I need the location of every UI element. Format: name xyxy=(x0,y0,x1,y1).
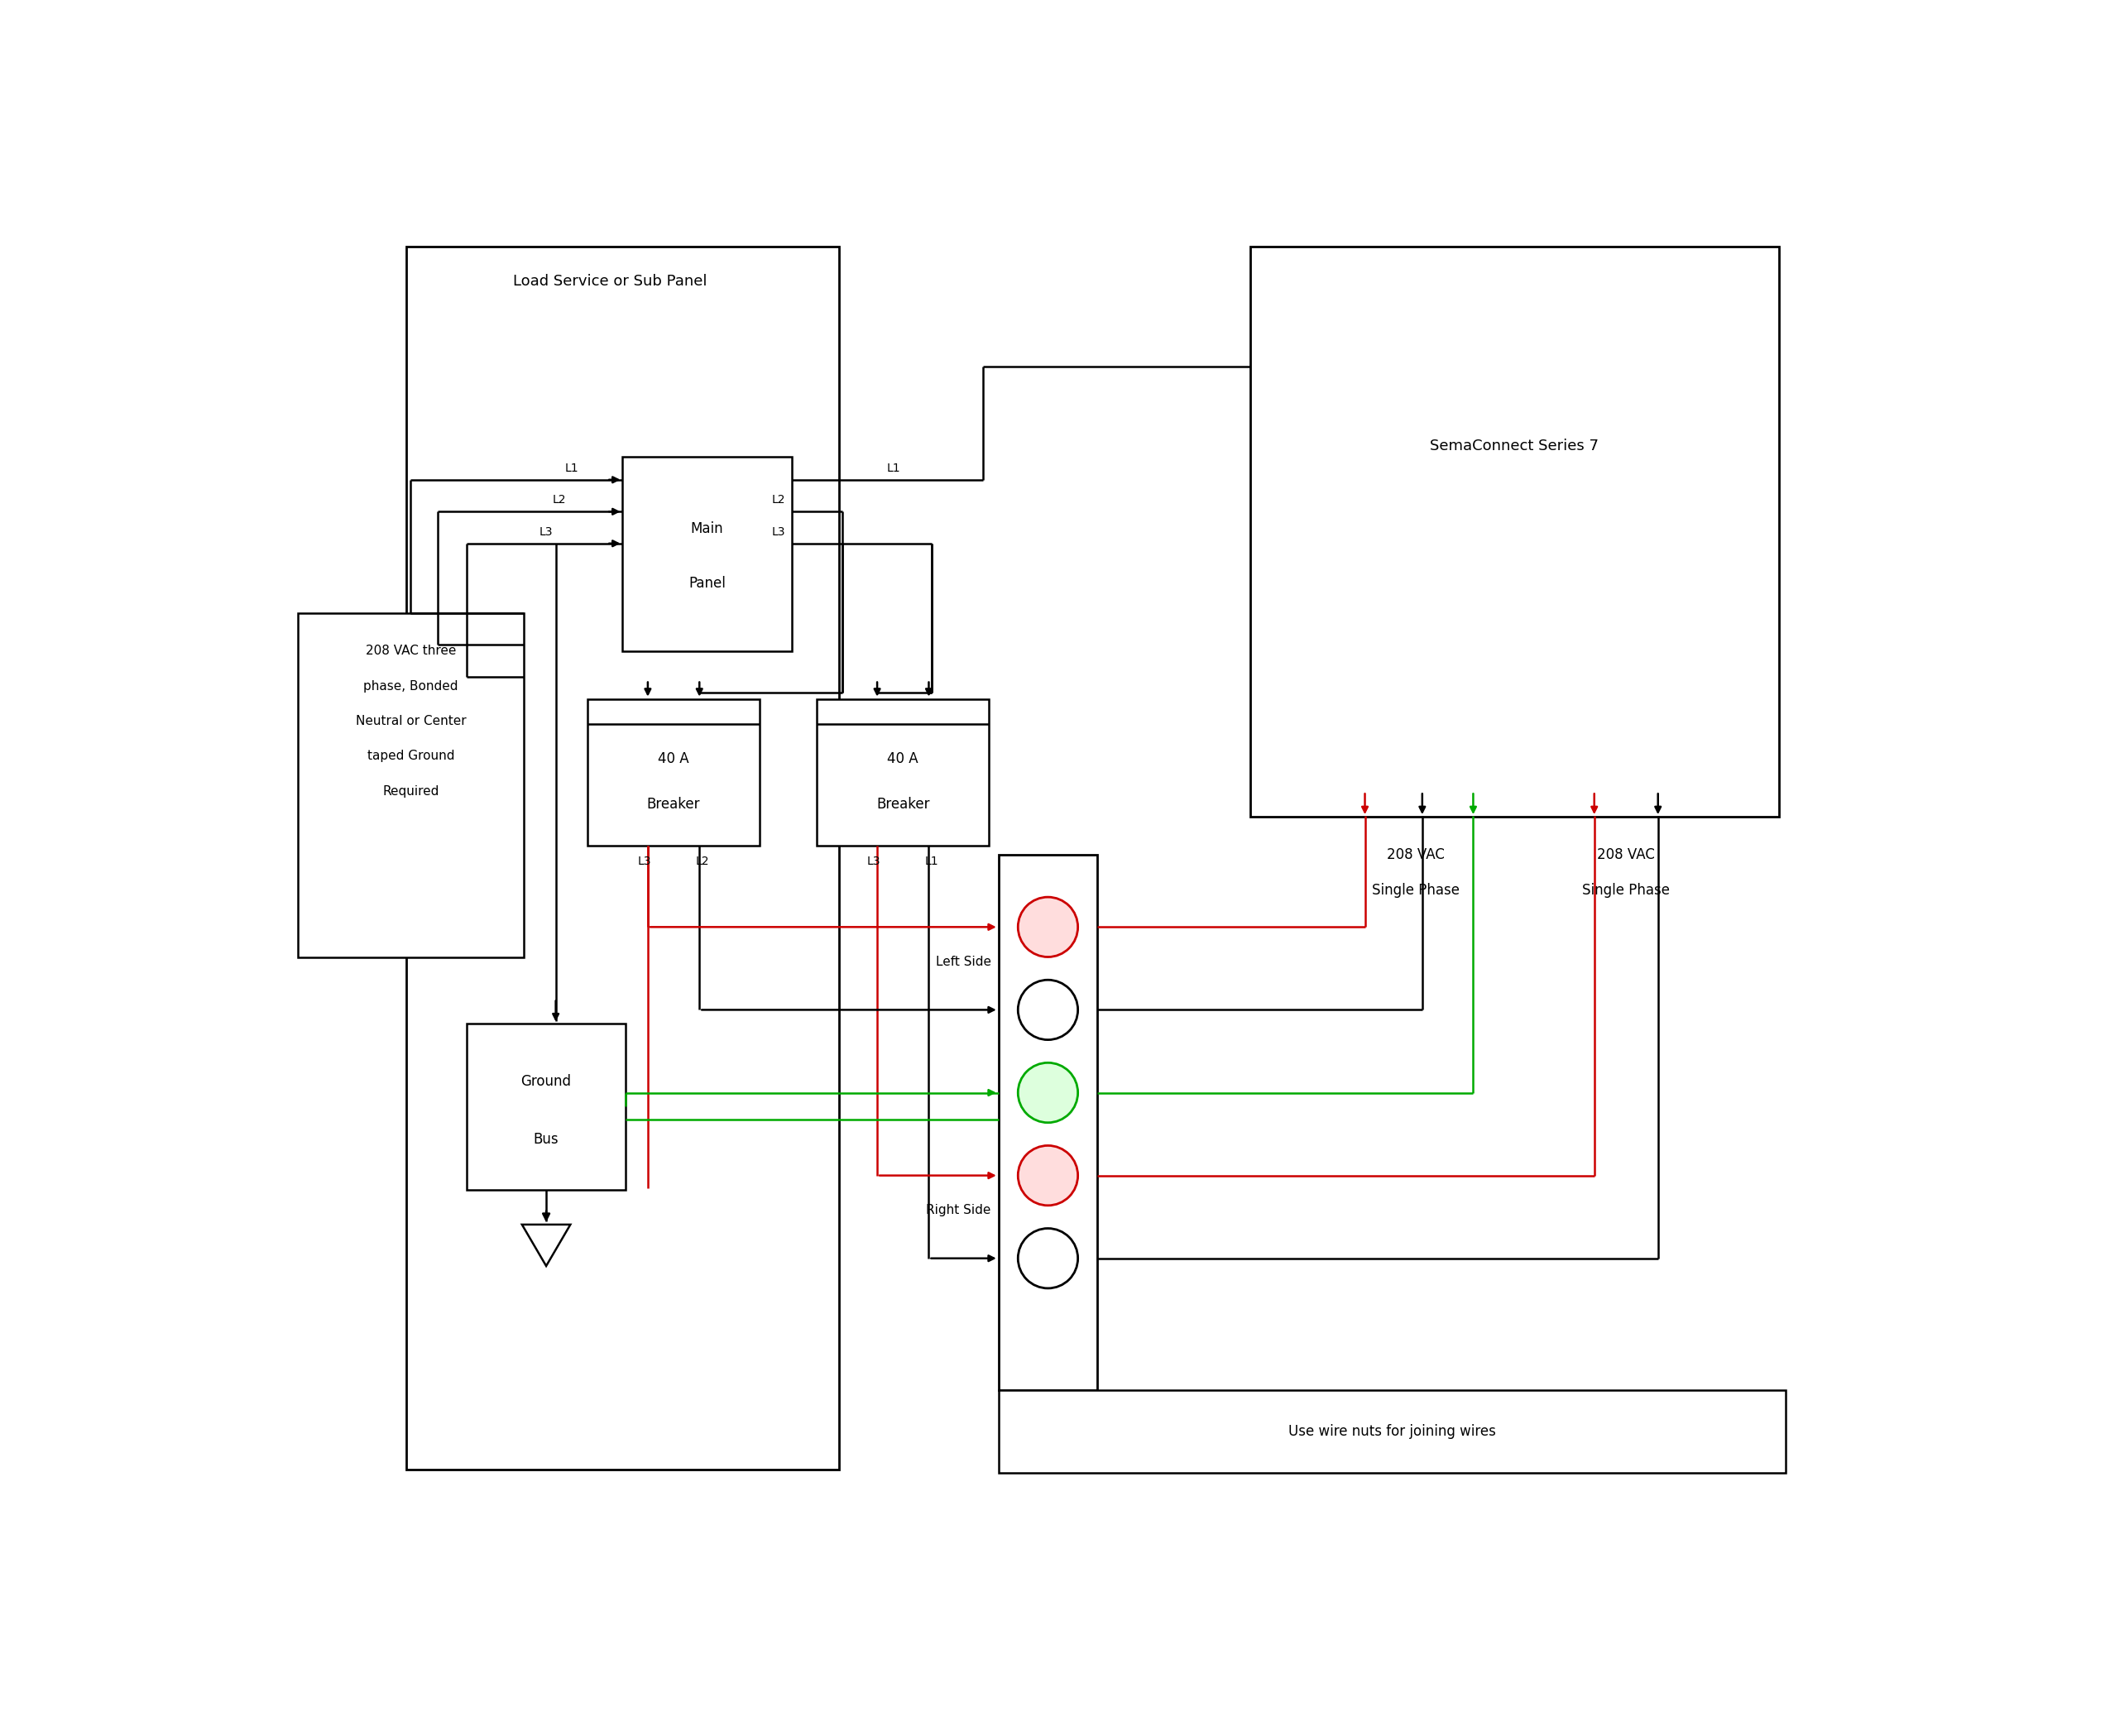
Text: Left Side: Left Side xyxy=(935,957,992,969)
Text: 208 VAC three: 208 VAC three xyxy=(365,646,456,658)
Text: L3: L3 xyxy=(637,856,652,868)
Circle shape xyxy=(1017,898,1078,957)
Text: Right Side: Right Side xyxy=(926,1205,992,1217)
Bar xyxy=(817,700,990,845)
Text: 208 VAC: 208 VAC xyxy=(1386,847,1445,863)
Text: phase, Bonded: phase, Bonded xyxy=(363,681,458,693)
Text: 40 A: 40 A xyxy=(658,752,690,767)
Bar xyxy=(587,700,760,845)
Text: Neutral or Center: Neutral or Center xyxy=(354,715,466,727)
Text: 208 VAC: 208 VAC xyxy=(1597,847,1654,863)
Circle shape xyxy=(1017,1062,1078,1123)
Text: Load Service or Sub Panel: Load Service or Sub Panel xyxy=(513,274,707,288)
Text: Breaker: Breaker xyxy=(876,797,931,812)
Text: Bus: Bus xyxy=(534,1132,559,1147)
Text: SemaConnect Series 7: SemaConnect Series 7 xyxy=(1431,439,1599,453)
Text: Main: Main xyxy=(690,521,724,536)
Text: L2: L2 xyxy=(553,495,565,505)
Circle shape xyxy=(1017,979,1078,1040)
Bar xyxy=(1251,247,1779,818)
Text: L2: L2 xyxy=(696,856,709,868)
Text: L2: L2 xyxy=(772,495,785,505)
Bar xyxy=(298,613,523,957)
Text: L3: L3 xyxy=(867,856,880,868)
Text: L1: L1 xyxy=(565,462,578,474)
Text: Single Phase: Single Phase xyxy=(1582,882,1669,898)
Bar xyxy=(622,457,791,651)
Text: taped Ground: taped Ground xyxy=(367,750,454,762)
Text: L3: L3 xyxy=(772,526,785,538)
Bar xyxy=(405,247,840,1470)
Text: 40 A: 40 A xyxy=(888,752,918,767)
Text: Use wire nuts for joining wires: Use wire nuts for joining wires xyxy=(1289,1424,1496,1439)
Text: Panel: Panel xyxy=(688,576,726,590)
Text: Single Phase: Single Phase xyxy=(1372,882,1460,898)
Text: Required: Required xyxy=(382,785,439,797)
Circle shape xyxy=(1017,1146,1078,1205)
Bar xyxy=(998,856,1097,1391)
Bar xyxy=(466,1024,627,1189)
Text: L1: L1 xyxy=(924,856,939,868)
Text: L1: L1 xyxy=(886,462,901,474)
Text: Ground: Ground xyxy=(521,1075,572,1088)
Text: L3: L3 xyxy=(540,526,553,538)
Bar xyxy=(998,1391,1785,1474)
Circle shape xyxy=(1017,1229,1078,1288)
Text: Breaker: Breaker xyxy=(648,797,701,812)
